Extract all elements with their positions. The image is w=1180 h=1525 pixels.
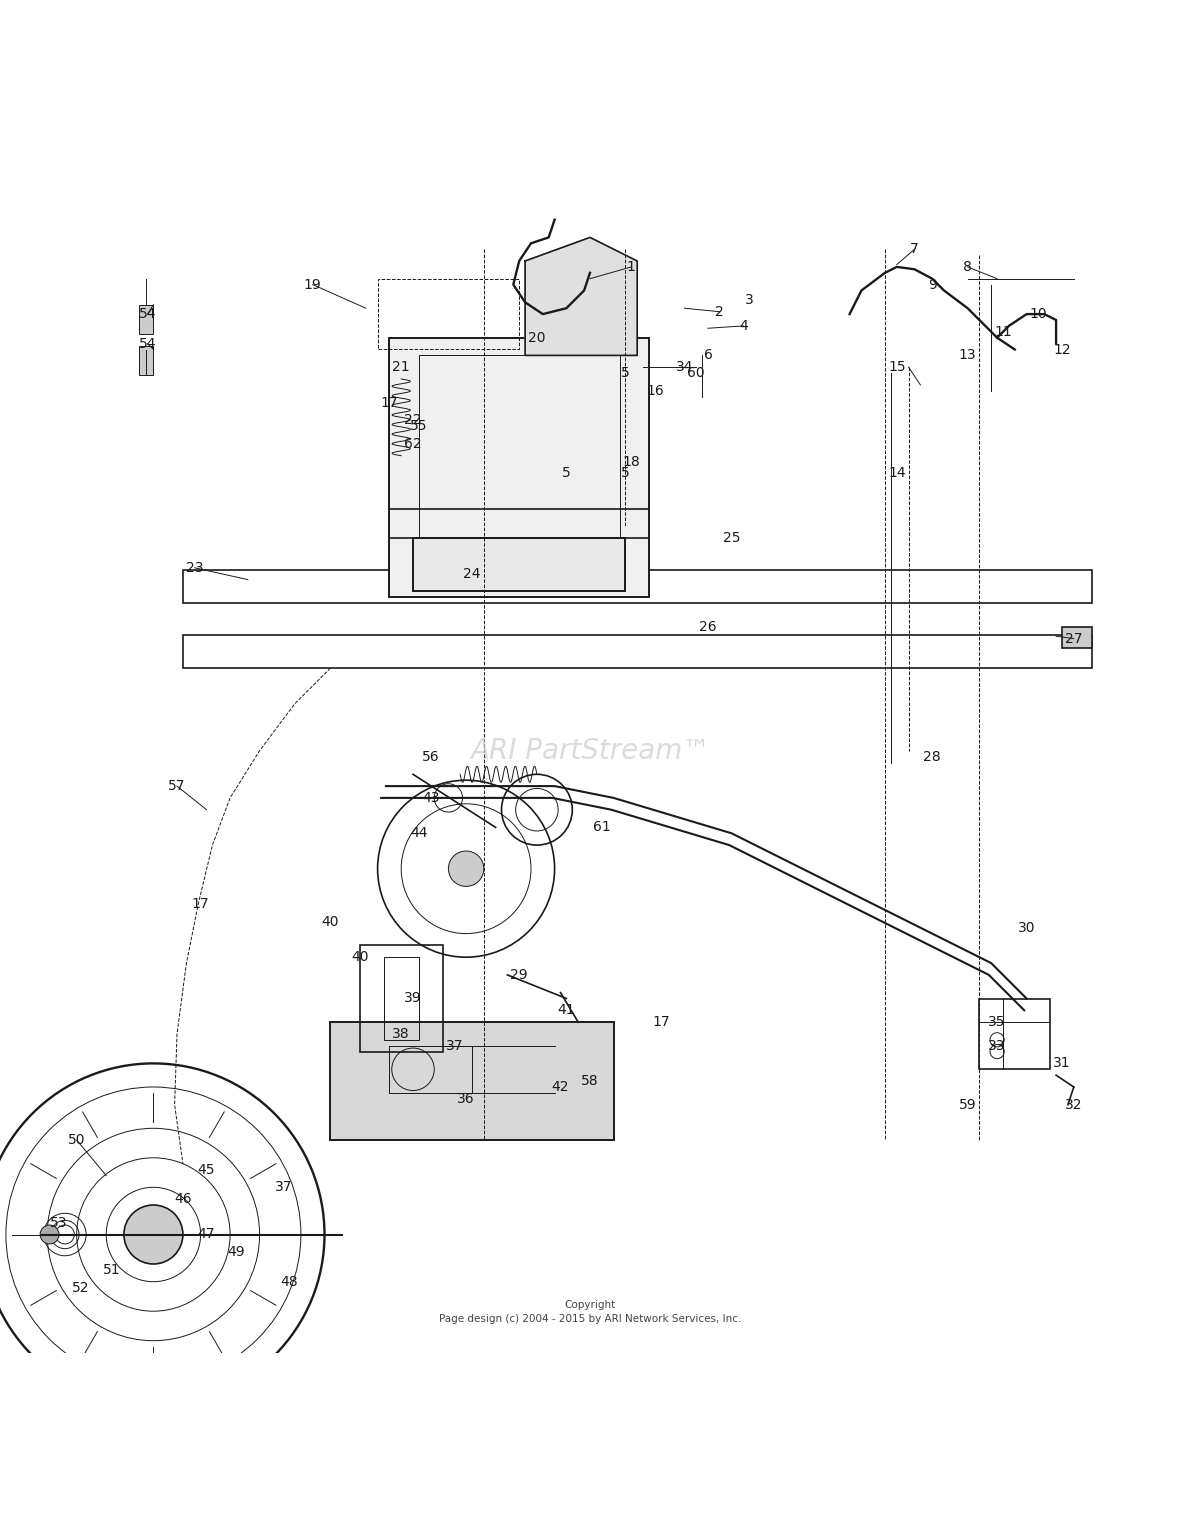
Text: 6: 6 [703,348,713,363]
Bar [330,1022,614,1141]
Text: 40: 40 [322,915,339,929]
Text: 34: 34 [676,360,693,374]
Text: 40: 40 [352,950,368,964]
Text: 10: 10 [1030,307,1047,322]
Text: 21: 21 [393,360,409,374]
Text: 19: 19 [303,278,322,291]
Bar [139,305,153,334]
Text: 27: 27 [1066,631,1082,645]
Text: 23: 23 [186,561,203,575]
FancyBboxPatch shape [183,570,1092,604]
Text: 35: 35 [989,1016,1005,1029]
Text: 8: 8 [963,259,972,274]
Text: 58: 58 [582,1074,598,1089]
Text: 17: 17 [653,1016,669,1029]
Text: 9: 9 [927,278,937,291]
Text: 37: 37 [446,1039,463,1052]
Text: 55: 55 [411,419,427,433]
Bar [413,538,625,592]
Text: 28: 28 [924,750,940,764]
Text: 37: 37 [275,1180,291,1194]
Text: 30: 30 [1018,921,1035,935]
Text: 38: 38 [393,1026,409,1042]
Circle shape [40,1225,59,1244]
Text: 14: 14 [889,467,905,480]
Text: 56: 56 [422,750,439,764]
Text: Copyright: Copyright [564,1301,616,1310]
Text: 29: 29 [511,968,527,982]
Text: 50: 50 [68,1133,85,1147]
Text: 57: 57 [169,779,185,793]
Text: 4: 4 [739,319,748,332]
Bar [413,538,625,592]
Text: 61: 61 [592,820,611,834]
Circle shape [448,851,484,886]
Text: 22: 22 [405,413,421,427]
Text: 46: 46 [175,1193,191,1206]
Bar [378,279,519,349]
Bar [979,999,1050,1069]
Text: 7: 7 [910,242,919,256]
Text: 17: 17 [192,897,209,910]
Text: 52: 52 [72,1281,88,1295]
Text: 31: 31 [1054,1057,1070,1071]
Text: 5: 5 [621,366,630,380]
Bar [1062,627,1092,648]
Bar [384,958,419,1040]
Text: 3: 3 [745,293,754,307]
Text: 42: 42 [552,1080,569,1093]
Text: 20: 20 [529,331,545,345]
Text: 11: 11 [994,325,1012,339]
Text: 41: 41 [558,1003,575,1017]
Text: 44: 44 [411,827,427,840]
Text: 43: 43 [422,791,439,805]
Text: 53: 53 [51,1215,67,1229]
Bar [419,355,620,580]
Text: 49: 49 [228,1246,244,1260]
Text: 59: 59 [959,1098,976,1112]
Text: 5: 5 [621,467,630,480]
Text: 48: 48 [281,1275,297,1289]
Text: 18: 18 [622,454,641,468]
Text: 15: 15 [889,360,905,374]
Text: 16: 16 [645,384,664,398]
Text: Page design (c) 2004 - 2015 by ARI Network Services, Inc.: Page design (c) 2004 - 2015 by ARI Netwo… [439,1315,741,1324]
Text: 54: 54 [139,307,156,322]
Text: 45: 45 [198,1162,215,1177]
Text: 1: 1 [627,259,636,274]
Bar [389,337,649,598]
FancyBboxPatch shape [183,634,1092,668]
Text: 13: 13 [959,348,976,363]
Text: 2: 2 [715,305,725,319]
Bar [360,946,442,1052]
Text: 12: 12 [1054,343,1070,357]
Text: 51: 51 [104,1263,120,1276]
Text: 33: 33 [989,1039,1005,1052]
Text: 26: 26 [700,619,716,634]
Text: 62: 62 [405,436,421,451]
Text: 36: 36 [458,1092,474,1106]
Text: 25: 25 [723,531,740,546]
Bar [389,337,649,598]
Text: 47: 47 [198,1228,215,1241]
Polygon shape [525,238,637,355]
Text: 39: 39 [405,991,421,1005]
Text: 32: 32 [1066,1098,1082,1112]
Text: 54: 54 [139,337,156,351]
Text: 17: 17 [381,395,398,410]
Text: 60: 60 [688,366,704,380]
Bar [330,1022,614,1141]
Text: 5: 5 [562,467,571,480]
Bar [139,346,153,375]
Circle shape [124,1205,183,1264]
Text: ARI PartStream™: ARI PartStream™ [470,737,710,764]
Text: 24: 24 [464,567,480,581]
